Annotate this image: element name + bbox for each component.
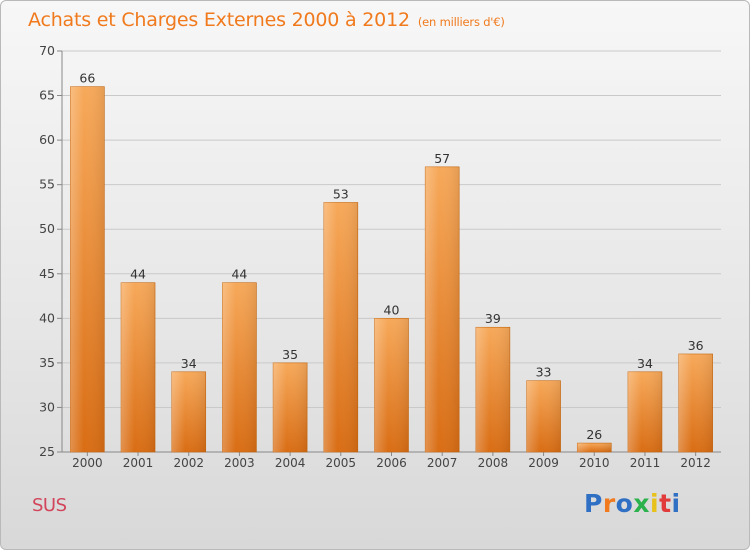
x-tick-label: 2004 xyxy=(275,456,306,470)
data-label-2010: 26 xyxy=(586,427,602,442)
data-label-2001: 44 xyxy=(130,267,146,282)
x-tick-label: 2011 xyxy=(630,456,661,470)
x-tick-label: 2009 xyxy=(528,456,559,470)
data-label-2003: 44 xyxy=(231,267,247,282)
y-tick-label: 55 xyxy=(39,177,55,192)
x-tick-label: 2005 xyxy=(326,456,357,470)
y-tick-label: 45 xyxy=(39,266,55,281)
logo-letter: t xyxy=(659,489,672,518)
logo-letter: r xyxy=(602,489,616,518)
data-label-2006: 40 xyxy=(384,302,400,317)
bar-shade-2002 xyxy=(171,371,206,452)
bar-shade-2006 xyxy=(374,318,409,452)
bar-shade-2009 xyxy=(526,380,561,452)
data-label-2008: 39 xyxy=(485,311,501,326)
proxiti-logo[interactable]: Proxiti xyxy=(584,489,681,518)
logo-letter: i xyxy=(671,489,681,518)
x-tick-label: 2000 xyxy=(72,456,103,470)
data-label-2000: 66 xyxy=(79,71,95,86)
x-tick-label: 2001 xyxy=(123,456,154,470)
x-tick-label: 2006 xyxy=(376,456,407,470)
y-tick-label: 60 xyxy=(39,132,55,147)
title-text: Achats et Charges Externes 2000 à 2012 xyxy=(28,9,410,31)
y-tick-label: 50 xyxy=(39,221,55,236)
logo-letter: i xyxy=(650,489,660,518)
x-tick-label: 2010 xyxy=(579,456,610,470)
bar-shade-2007 xyxy=(425,166,460,452)
bar-shade-2003 xyxy=(222,282,257,452)
bar-shade-2008 xyxy=(475,327,510,452)
bar-shade-2011 xyxy=(627,371,662,452)
data-label-2004: 35 xyxy=(282,347,298,362)
logo-letter: P xyxy=(584,489,603,518)
bar-shade-2001 xyxy=(121,282,156,452)
data-label-2012: 36 xyxy=(688,338,704,353)
x-tick-label: 2008 xyxy=(478,456,509,470)
bar-shade-2010 xyxy=(577,443,612,452)
y-tick-label: 30 xyxy=(39,399,55,414)
data-label-2005: 53 xyxy=(333,186,349,201)
data-label-2007: 57 xyxy=(434,151,450,166)
x-tick-label: 2012 xyxy=(680,456,711,470)
data-labels: 66 44 34 44 35 53 40 57 39 33 26 34 36 xyxy=(79,71,703,442)
bar-shade-2004 xyxy=(273,362,308,452)
chart-subtitle: (en milliers d'€) xyxy=(417,15,505,29)
y-tick-label: 65 xyxy=(39,88,55,103)
logo-letter: x xyxy=(633,489,650,518)
data-label-2009: 33 xyxy=(536,365,552,380)
bar-shade-2000 xyxy=(70,86,105,453)
x-tick-label: 2003 xyxy=(224,456,255,470)
data-label-2011: 34 xyxy=(637,356,653,371)
y-tick-label: 40 xyxy=(39,310,55,325)
y-tick-label: 25 xyxy=(39,444,55,459)
commune-name: SUS xyxy=(32,495,67,516)
tick-labels: 25 30 35 40 45 50 55 60 65 70 2000 2001 2002 2003 2004… xyxy=(39,43,711,470)
y-tick-label: 70 xyxy=(39,43,55,58)
bar-shade-2005 xyxy=(323,202,358,452)
data-label-2002: 34 xyxy=(181,356,197,371)
x-tick-label: 2002 xyxy=(173,456,204,470)
x-tick-label: 2007 xyxy=(427,456,458,470)
bars xyxy=(70,86,713,453)
y-tick-label: 35 xyxy=(39,355,55,370)
logo-letter: o xyxy=(615,489,634,518)
bar-shade-2012 xyxy=(678,353,713,452)
chart-title: Achats et Charges Externes 2000 à 2012 (e… xyxy=(28,9,505,31)
